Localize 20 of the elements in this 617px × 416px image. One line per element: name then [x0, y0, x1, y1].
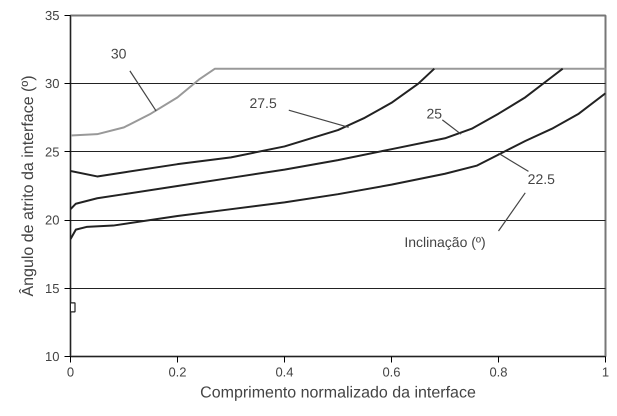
x-axis-title: Comprimento normalizado da interface — [200, 384, 476, 402]
annotation: 30 — [110, 46, 127, 62]
annotation: Inclinação (º) — [404, 234, 486, 250]
x-tick-label: 0 — [66, 364, 74, 380]
y-tick-label: 25 — [45, 144, 60, 160]
annotation: 22.5 — [528, 171, 556, 188]
x-tick-label: 1 — [602, 364, 610, 380]
x-tick-label: 0.8 — [489, 364, 508, 380]
annotation: 25 — [426, 106, 442, 122]
y-tick-label: 15 — [45, 280, 60, 296]
x-tick-label: 0.2 — [168, 364, 187, 380]
annotation: 27.5 — [249, 94, 277, 111]
y-tick-label: 10 — [45, 349, 60, 364]
y-axis-title: Ângulo de atrito da interface (º) — [19, 75, 38, 297]
y-tick-label: 30 — [45, 76, 60, 92]
line-series — [70, 68, 606, 137]
y-tick-label: 20 — [45, 212, 60, 228]
y-tick-label: 35 — [45, 8, 60, 23]
x-tick-label: 0.4 — [275, 364, 294, 380]
x-tick-label: 0.6 — [382, 364, 401, 380]
